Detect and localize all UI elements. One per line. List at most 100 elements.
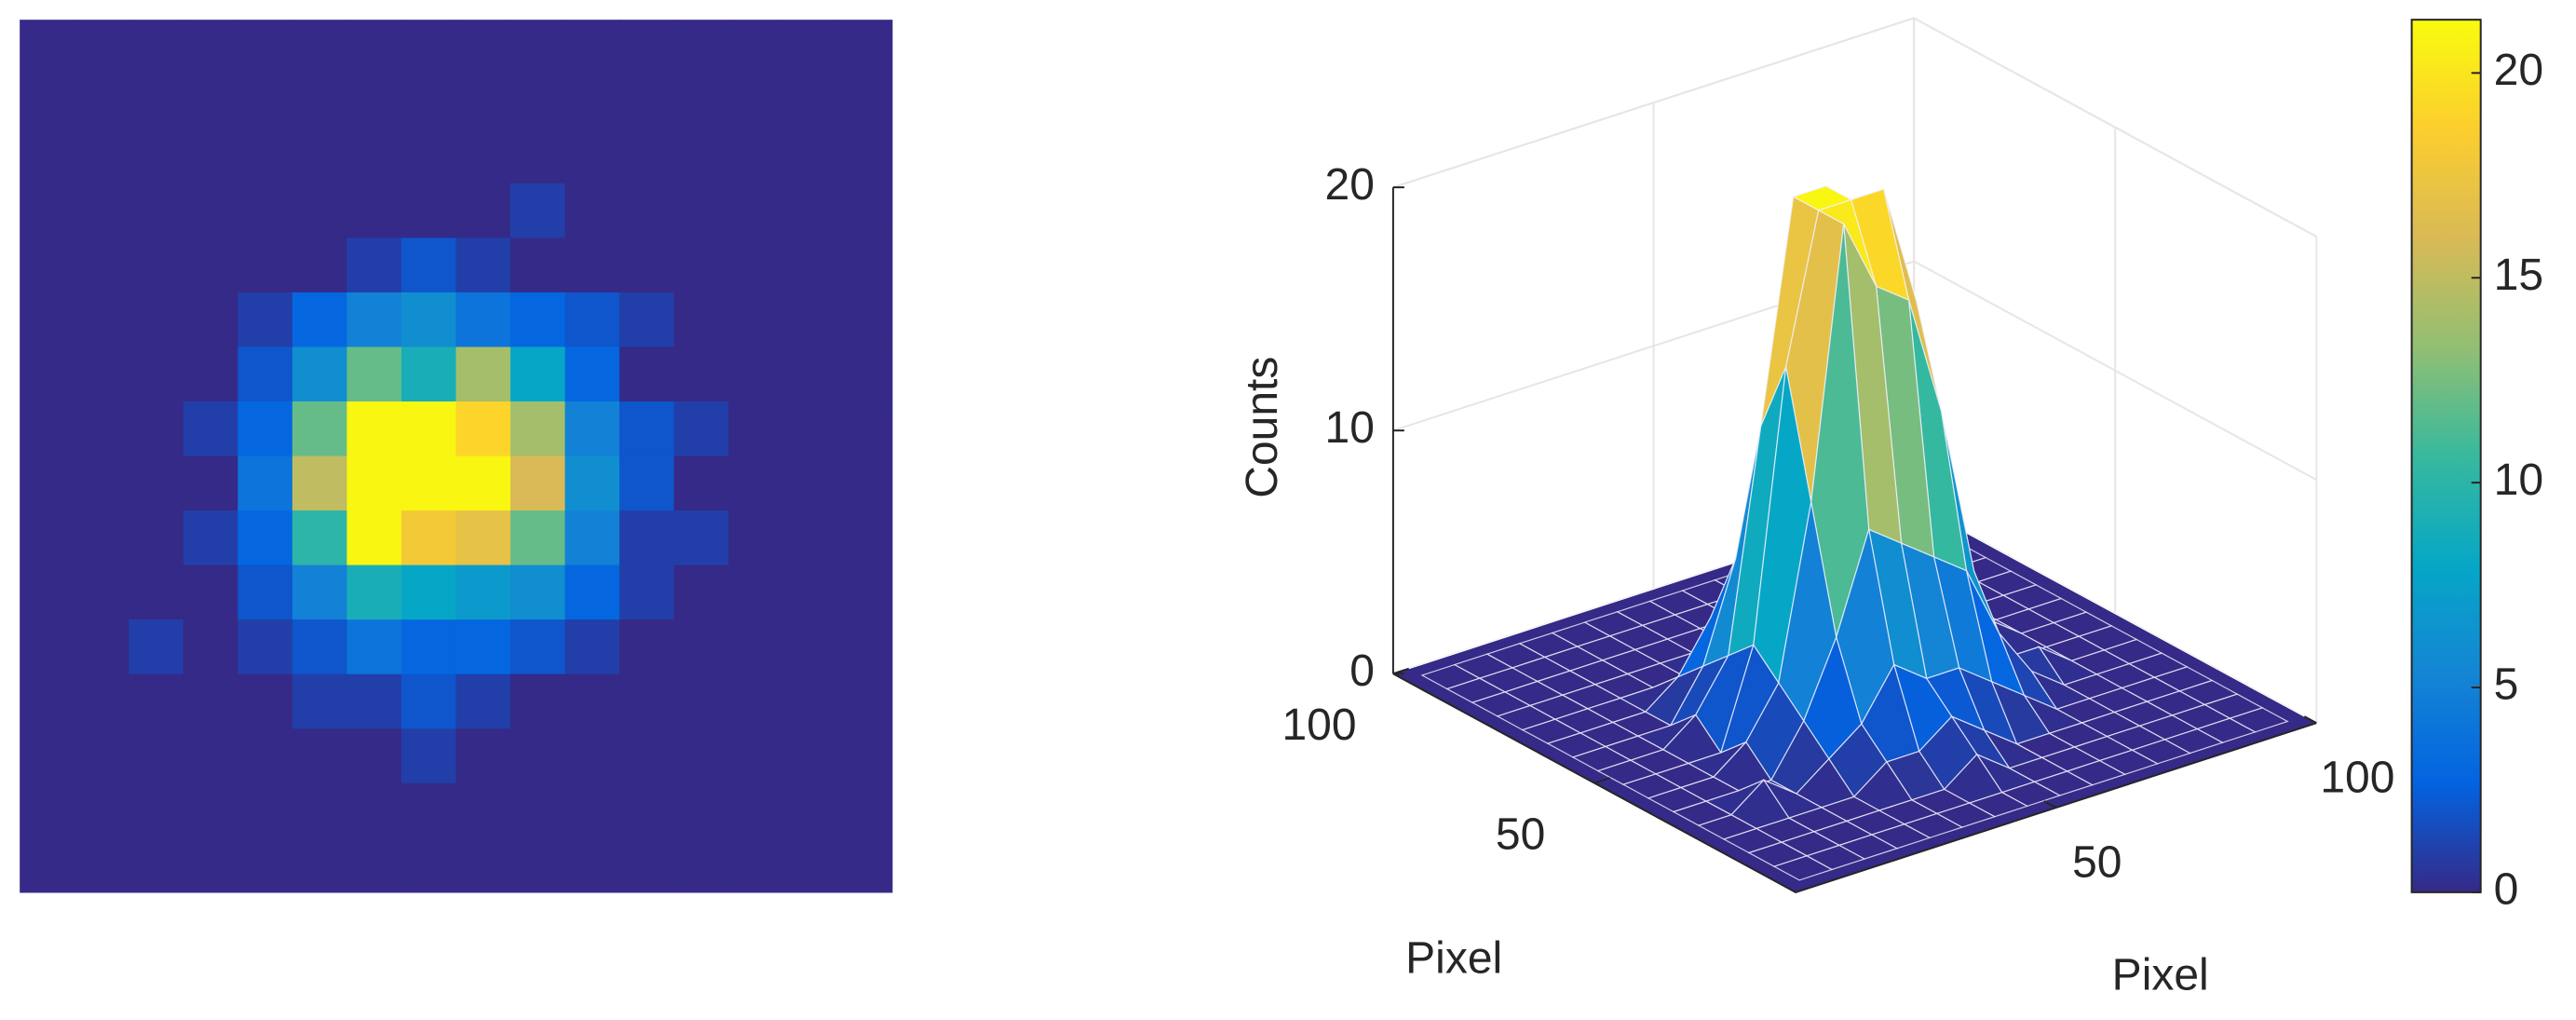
y-tick-label: 50 — [1496, 809, 1545, 859]
heatmap-cell — [74, 510, 129, 566]
heatmap-cell — [837, 347, 893, 402]
heatmap-cell — [782, 183, 838, 238]
heatmap-cell — [837, 456, 893, 511]
heatmap-cell — [237, 238, 293, 293]
heatmap-cell — [564, 74, 620, 129]
heatmap-cell — [564, 728, 620, 784]
z-tick-label: 20 — [1325, 160, 1375, 210]
heatmap-cell — [400, 782, 457, 838]
heatmap-cell — [455, 347, 511, 402]
z-tick-label: 0 — [1349, 646, 1375, 696]
heatmap-cell — [74, 129, 129, 184]
heatmap-cell — [237, 129, 293, 184]
heatmap-cell — [673, 129, 729, 184]
heatmap-cell — [129, 673, 184, 729]
heatmap-cell — [74, 728, 129, 784]
heatmap-cell — [728, 728, 784, 784]
heatmap-cell — [455, 238, 511, 293]
heatmap-cell — [400, 238, 457, 293]
x-tick-label: 100 — [2320, 754, 2394, 803]
heatmap-cell — [782, 510, 838, 566]
heatmap-cell — [74, 74, 129, 129]
heatmap-cell — [346, 183, 402, 238]
heatmap-cell — [74, 837, 129, 893]
heatmap-cell — [782, 401, 838, 457]
heatmap-cell — [837, 238, 893, 293]
heatmap-cell — [74, 401, 129, 457]
heatmap-cell — [237, 347, 293, 402]
heatmap-cell — [74, 673, 129, 729]
heatmap-cell — [20, 183, 75, 238]
heatmap-cell — [129, 183, 184, 238]
heatmap-cell — [20, 728, 75, 784]
heatmap-cell — [510, 456, 566, 511]
heatmap-cell — [673, 728, 729, 784]
heatmap-cell — [74, 292, 129, 348]
heatmap-cell — [510, 238, 566, 293]
heatmap-cell — [291, 292, 348, 348]
heatmap-cell — [455, 619, 511, 675]
heatmap-cell — [291, 564, 348, 620]
colorbar-tick-label: 10 — [2494, 456, 2543, 505]
heatmap-cell — [129, 510, 184, 566]
heatmap-cell — [346, 673, 402, 729]
heatmap-cell — [782, 564, 838, 620]
heatmap-cell — [183, 510, 238, 566]
heatmap-cell — [455, 401, 511, 457]
heatmap-cell — [129, 129, 184, 184]
colorbar — [2410, 19, 2482, 893]
heatmap-cell — [400, 728, 457, 784]
heatmap-cell — [510, 837, 566, 893]
heatmap-cell — [455, 673, 511, 729]
heatmap-cell — [400, 837, 457, 893]
heatmap-cell — [837, 837, 893, 893]
heatmap-cell — [400, 619, 457, 675]
heatmap-cell — [564, 292, 620, 348]
heatmap-cell — [183, 20, 238, 75]
heatmap-cell — [346, 347, 402, 402]
heatmap-cell — [74, 238, 129, 293]
x-axis-label: Pixel — [2112, 950, 2209, 1000]
heatmap-cell — [291, 238, 348, 293]
heatmap-cell — [129, 619, 184, 675]
grid-line — [1392, 17, 2317, 238]
heatmap-cell — [346, 74, 402, 129]
heatmap-cell — [837, 74, 893, 129]
heatmap-cell — [728, 564, 784, 620]
heatmap-cell — [782, 782, 838, 838]
z-axis-label: Counts — [1238, 357, 1287, 498]
heatmap-cell — [782, 238, 838, 293]
heatmap-cell — [619, 837, 675, 893]
heatmap-cell — [455, 20, 511, 75]
heatmap-cell — [728, 510, 784, 566]
y-axis-label: Pixel — [1405, 934, 1502, 984]
heatmap-cell — [20, 401, 75, 457]
heatmap-cell — [510, 673, 566, 729]
heatmap-cell — [564, 782, 620, 838]
heatmap-cell — [129, 347, 184, 402]
heatmap-cell — [291, 456, 348, 511]
heatmap-cell — [728, 401, 784, 457]
heatmap-cell — [455, 292, 511, 348]
heatmap-cell — [183, 564, 238, 620]
heatmap-cell — [455, 129, 511, 184]
heatmap-cell — [183, 292, 238, 348]
heatmap-cell — [564, 20, 620, 75]
heatmap-cell — [564, 837, 620, 893]
heatmap-cell — [619, 292, 675, 348]
heatmap-cell — [837, 728, 893, 784]
heatmap-cell — [237, 673, 293, 729]
heatmap-cell — [673, 564, 729, 620]
heatmap-cell — [782, 837, 838, 893]
heatmap-cell — [183, 673, 238, 729]
heatmap-cell — [782, 728, 838, 784]
heatmap-cell — [237, 619, 293, 675]
heatmap-cell — [728, 837, 784, 893]
heatmap-cell — [510, 74, 566, 129]
heatmap-cell — [291, 401, 348, 457]
heatmap-cell — [564, 564, 620, 620]
heatmap-cell — [400, 183, 457, 238]
heatmap-cell — [346, 401, 402, 457]
heatmap-cell — [837, 782, 893, 838]
